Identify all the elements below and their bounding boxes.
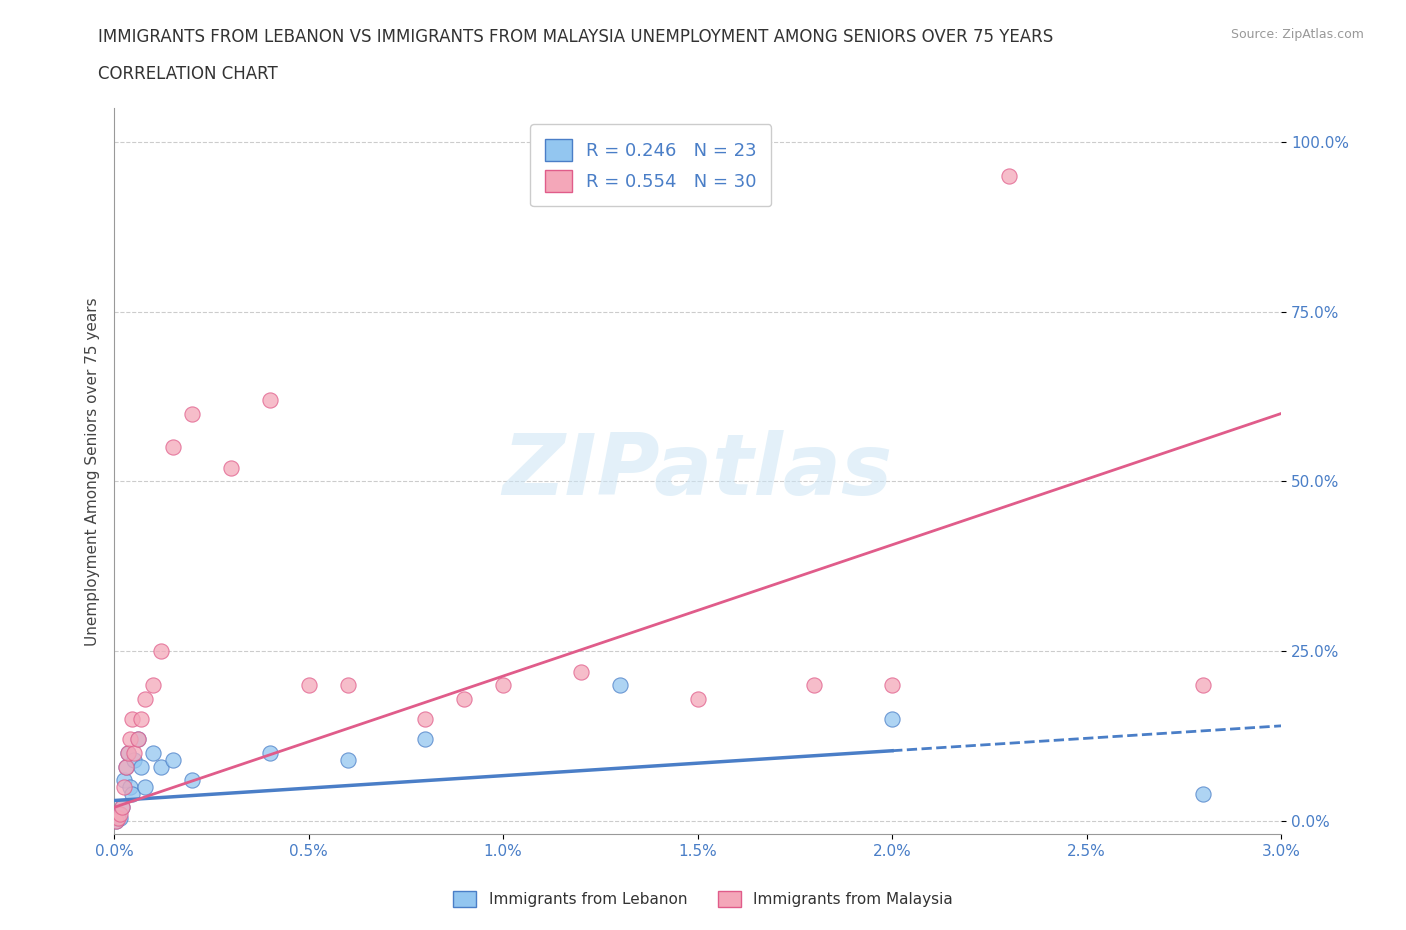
Legend: Immigrants from Lebanon, Immigrants from Malaysia: Immigrants from Lebanon, Immigrants from… bbox=[447, 884, 959, 913]
Point bbox=[122, 752, 145, 767]
Point bbox=[998, 168, 1021, 183]
Point bbox=[122, 746, 145, 761]
Point bbox=[149, 644, 172, 658]
Point bbox=[882, 711, 904, 726]
Point bbox=[415, 732, 437, 747]
Point bbox=[453, 691, 475, 706]
Y-axis label: Unemployment Among Seniors over 75 years: Unemployment Among Seniors over 75 years bbox=[86, 297, 100, 645]
Legend: R = 0.246   N = 23, R = 0.554   N = 30: R = 0.246 N = 23, R = 0.554 N = 30 bbox=[530, 125, 772, 206]
Point bbox=[121, 786, 143, 801]
Point bbox=[111, 800, 134, 815]
Point bbox=[162, 440, 184, 455]
Point bbox=[142, 678, 165, 693]
Point bbox=[118, 779, 141, 794]
Point bbox=[112, 779, 135, 794]
Point bbox=[415, 711, 437, 726]
Point bbox=[1192, 786, 1215, 801]
Point bbox=[115, 759, 138, 774]
Point bbox=[112, 773, 135, 788]
Text: ZIPatlas: ZIPatlas bbox=[502, 430, 893, 512]
Point bbox=[131, 759, 153, 774]
Point bbox=[117, 746, 139, 761]
Point bbox=[569, 664, 592, 679]
Point bbox=[107, 810, 129, 825]
Point bbox=[181, 773, 204, 788]
Point bbox=[111, 800, 134, 815]
Text: IMMIGRANTS FROM LEBANON VS IMMIGRANTS FROM MALAYSIA UNEMPLOYMENT AMONG SENIORS O: IMMIGRANTS FROM LEBANON VS IMMIGRANTS FR… bbox=[98, 28, 1053, 46]
Point bbox=[803, 678, 825, 693]
Point bbox=[134, 691, 156, 706]
Point bbox=[118, 732, 141, 747]
Point bbox=[117, 746, 139, 761]
Point bbox=[336, 678, 359, 693]
Point bbox=[131, 711, 153, 726]
Point bbox=[336, 752, 359, 767]
Text: Source: ZipAtlas.com: Source: ZipAtlas.com bbox=[1230, 28, 1364, 41]
Point bbox=[298, 678, 321, 693]
Point bbox=[105, 814, 128, 829]
Point bbox=[121, 711, 143, 726]
Point bbox=[108, 806, 131, 821]
Point bbox=[259, 392, 281, 407]
Point bbox=[115, 759, 138, 774]
Point bbox=[105, 814, 128, 829]
Point bbox=[219, 460, 242, 475]
Text: CORRELATION CHART: CORRELATION CHART bbox=[98, 65, 278, 83]
Point bbox=[1192, 678, 1215, 693]
Point bbox=[492, 678, 515, 693]
Point bbox=[609, 678, 631, 693]
Point bbox=[686, 691, 709, 706]
Point bbox=[127, 732, 149, 747]
Point bbox=[882, 678, 904, 693]
Point bbox=[162, 752, 184, 767]
Point bbox=[108, 810, 131, 825]
Point bbox=[259, 746, 281, 761]
Point bbox=[127, 732, 149, 747]
Point bbox=[149, 759, 172, 774]
Point bbox=[142, 746, 165, 761]
Point bbox=[107, 806, 129, 821]
Point bbox=[134, 779, 156, 794]
Point bbox=[181, 406, 204, 421]
